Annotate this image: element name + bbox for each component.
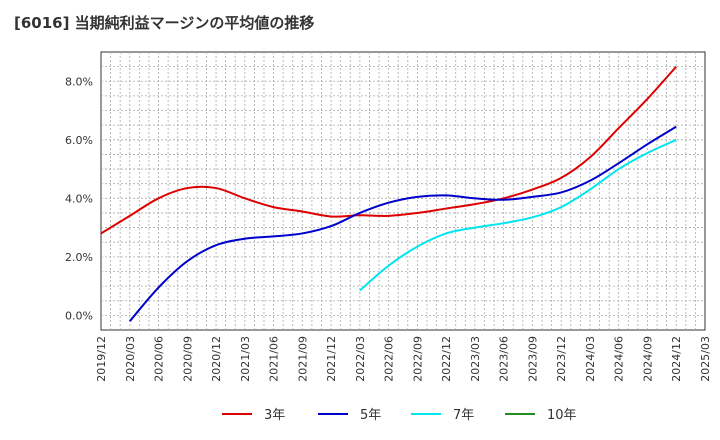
x-tick-label: 2022/06 <box>383 336 396 382</box>
y-tick-label: 8.0% <box>65 75 93 88</box>
chart-title: [6016] 当期純利益マージンの平均値の推移 <box>14 14 315 32</box>
x-tick-label: 2023/09 <box>526 336 539 382</box>
plot-area <box>100 51 706 331</box>
x-tick-label: 2020/06 <box>153 336 166 382</box>
x-tick-label: 2021/03 <box>239 336 252 382</box>
x-tick-label: 2019/12 <box>95 336 108 382</box>
legend-label: 5年 <box>360 408 381 423</box>
x-tick-label: 2022/09 <box>411 336 424 382</box>
series-line-1 <box>100 65 677 235</box>
x-tick-label: 2024/03 <box>584 336 597 382</box>
x-tick-label: 2022/12 <box>440 336 453 382</box>
x-tick-label: 2020/09 <box>181 336 194 382</box>
y-axis-ticks: 0.0% 2.0% 4.0% 6.0% 8.0% <box>65 75 93 322</box>
x-axis-ticks: 2019/12 2020/03 2020/06 2020/09 2020/12 2021/… <box>95 336 712 382</box>
legend: 3年 5年 7年 10年 <box>222 408 577 423</box>
legend-label: 3年 <box>264 408 285 423</box>
legend-label: 10年 <box>547 408 577 423</box>
series-line-2 <box>129 125 677 322</box>
x-tick-label: 2023/06 <box>498 336 511 382</box>
y-tick-label: 2.0% <box>65 251 93 264</box>
series-lines <box>100 65 677 322</box>
x-tick-label: 2020/03 <box>124 336 137 382</box>
x-tick-label: 2021/06 <box>268 336 281 382</box>
x-tick-label: 2025/03 <box>699 336 712 382</box>
y-tick-label: 6.0% <box>65 134 93 147</box>
x-tick-label: 2021/12 <box>325 336 338 382</box>
x-tick-label: 2024/09 <box>641 336 654 382</box>
y-tick-label: 4.0% <box>65 192 93 205</box>
x-tick-label: 2024/06 <box>613 336 626 382</box>
legend-label: 7年 <box>453 408 474 423</box>
y-tick-label: 0.0% <box>65 309 93 322</box>
x-tick-label: 2023/03 <box>469 336 482 382</box>
grid <box>101 52 705 330</box>
x-tick-label: 2021/09 <box>296 336 309 382</box>
x-tick-label: 2023/12 <box>555 336 568 382</box>
series-line-3 <box>359 138 677 292</box>
x-tick-label: 2022/03 <box>354 336 367 382</box>
x-tick-label: 2024/12 <box>670 336 683 382</box>
x-tick-label: 2020/12 <box>210 336 223 382</box>
